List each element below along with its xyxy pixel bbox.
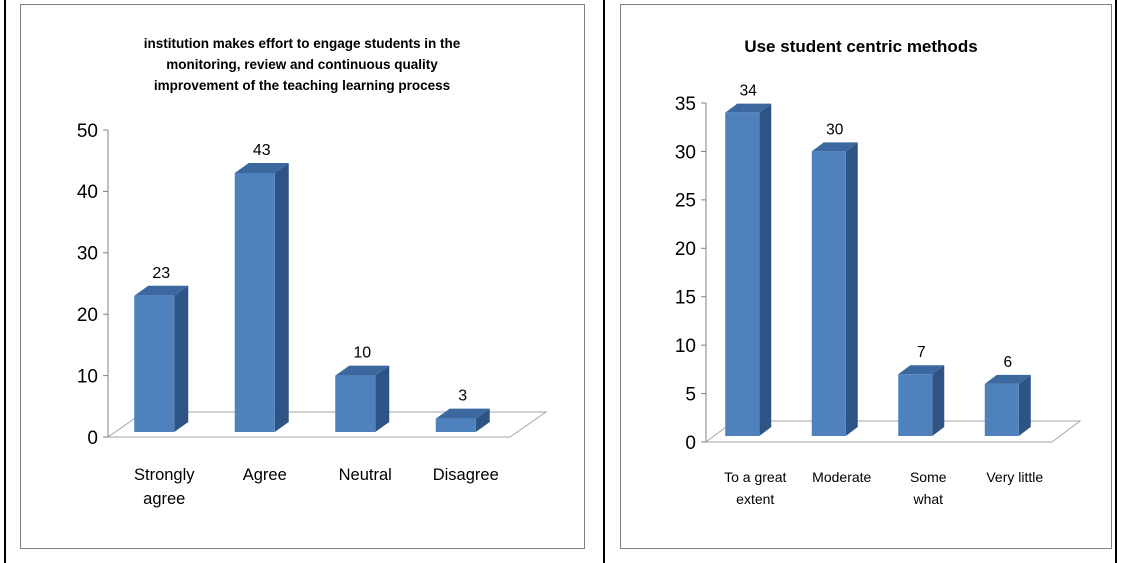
chart1-bar <box>134 285 189 432</box>
chart2-data-label: 30 <box>826 121 844 138</box>
chart1-category-label: Agree <box>243 466 287 484</box>
chart2-bar <box>898 365 945 436</box>
chart1-y-tick-label: 40 <box>77 182 98 203</box>
chart1-bar <box>435 408 490 432</box>
chart1-category-label: Neutral <box>339 466 392 484</box>
chart1-bar-top <box>335 365 390 376</box>
chart1-y-tick-label: 50 <box>77 121 98 142</box>
chart2-bar-top <box>984 374 1031 384</box>
chart2-y-tick-label: 25 <box>675 191 696 212</box>
chart2-bar <box>984 374 1031 436</box>
chart2-y-tick-label: 35 <box>675 94 696 115</box>
chart2-y-tick-label: 5 <box>685 384 696 405</box>
chart2-bar-side <box>759 103 772 436</box>
chart1-bar <box>234 162 289 433</box>
chart2-data-label: 34 <box>740 83 758 100</box>
chart1-bar-front <box>335 375 376 432</box>
chart-2-frame <box>620 4 1112 549</box>
chart1-category-label: Disagree <box>433 466 499 484</box>
chart1-floor-plane <box>106 411 548 438</box>
chart1-bar-front <box>435 418 476 432</box>
chart2-y-tick-label: 15 <box>675 288 696 309</box>
chart2-category-label: Moderate <box>812 469 871 485</box>
chart2-bar-top <box>898 365 945 375</box>
chart1-bar-side <box>475 408 490 432</box>
chart1-bar-side <box>174 285 189 432</box>
chart2-data-label: 6 <box>1003 354 1012 371</box>
chart2-y-tick-label: 10 <box>675 336 696 357</box>
chart2-bar-front <box>984 383 1019 436</box>
table-middle-border <box>603 0 605 563</box>
chart2-bar-top <box>811 142 858 152</box>
chart2-bar-front <box>811 151 846 436</box>
chart1-data-label: 23 <box>152 265 170 282</box>
chart2-bar-front <box>898 374 933 436</box>
chart2-y-tick-label: 20 <box>675 239 696 260</box>
chart1-bar-top <box>134 285 189 296</box>
chart1-y-tick-label: 0 <box>87 428 98 449</box>
chart2-category-label: extent <box>736 491 774 507</box>
chart-2-title-line: Use student centric methods <box>744 37 977 56</box>
chart1-bar-top <box>234 162 289 173</box>
chart1-y-tick-label: 20 <box>77 305 98 326</box>
chart2-category-label: To a great <box>724 469 786 485</box>
chart1-category-label: Strongly <box>134 466 195 484</box>
chart1-category-label: agree <box>143 490 185 508</box>
chart2-data-label: 7 <box>917 344 926 361</box>
chart-1-title: institution makes effort to engage stude… <box>144 36 461 93</box>
chart-1-title-line: improvement of the teaching learning pro… <box>154 78 450 93</box>
chart1-data-label: 43 <box>253 142 271 159</box>
chart1-data-label: 3 <box>458 388 467 405</box>
chart1-data-label: 10 <box>353 345 371 362</box>
chart1-bar-top <box>435 408 490 419</box>
chart2-bar-front <box>725 112 760 436</box>
chart2-floor-plane <box>704 420 1082 443</box>
chart-1-title-line: monitoring, review and continuous qualit… <box>166 57 438 72</box>
chart2-bar-side <box>1018 374 1031 436</box>
chart2-bar-side <box>932 365 945 436</box>
chart1-bar-front <box>234 172 275 433</box>
chart2-bar-side <box>845 142 858 436</box>
chart2-y-tick-label: 30 <box>675 142 696 163</box>
chart-1-title-line: institution makes effort to engage stude… <box>144 36 461 51</box>
chart1-bar-side <box>375 365 390 432</box>
chart1-bar <box>335 365 390 432</box>
chart1-y-tick-label: 30 <box>77 244 98 265</box>
chart2-category-label: what <box>912 491 943 507</box>
chart2-category-label: Some <box>910 469 947 485</box>
chart2-bar <box>725 103 772 436</box>
chart2-y-tick-label: 0 <box>685 433 696 454</box>
chart1-y-tick-label: 10 <box>77 366 98 387</box>
chart1-bar-front <box>134 295 175 432</box>
chart2-bar <box>811 142 858 436</box>
table-right-border <box>1115 0 1117 563</box>
chart2-category-label: Very little <box>986 469 1043 485</box>
table-left-border <box>4 0 6 563</box>
chart-1-frame <box>20 4 585 549</box>
chart1-bar-side <box>274 162 289 433</box>
chart2-bar-top <box>725 103 772 113</box>
chart-2-title: Use student centric methods <box>744 37 977 56</box>
